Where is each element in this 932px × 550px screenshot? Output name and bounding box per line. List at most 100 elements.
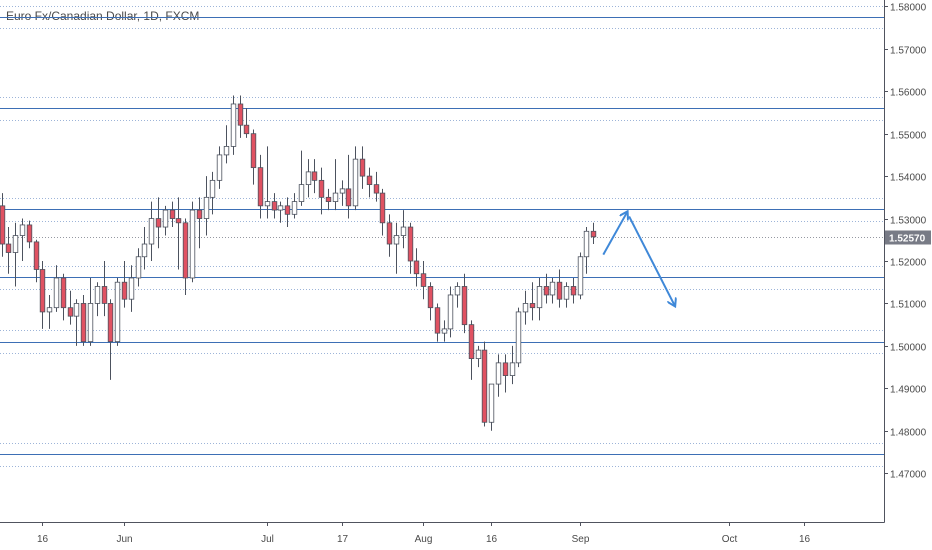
- candle: [590, 222, 597, 245]
- candle-body: [203, 196, 210, 219]
- candle-body: [5, 243, 12, 253]
- candle-body: [175, 218, 182, 224]
- candle-body: [495, 362, 502, 385]
- candle: [291, 193, 298, 219]
- candle-body: [53, 277, 60, 309]
- candle: [264, 146, 271, 219]
- candle-body: [277, 205, 284, 211]
- candle: [169, 201, 176, 228]
- candle: [475, 345, 482, 368]
- candle: [556, 269, 563, 308]
- candle: [549, 277, 556, 304]
- candle: [94, 282, 101, 317]
- candle: [393, 222, 400, 274]
- candle: [461, 273, 468, 334]
- candles: [0, 95, 597, 431]
- candle: [352, 146, 359, 211]
- candle: [60, 273, 67, 321]
- candle: [577, 252, 584, 300]
- candle-body: [155, 218, 162, 228]
- candle-body: [461, 286, 468, 326]
- candle-body: [237, 103, 244, 126]
- candle-body: [216, 154, 223, 181]
- candle-body: [257, 167, 264, 207]
- candle: [230, 95, 237, 155]
- candle: [53, 265, 60, 312]
- x-tick-label: 16: [799, 534, 811, 545]
- candle-body: [67, 307, 74, 317]
- x-tick-label: Sep: [572, 534, 590, 545]
- candle: [12, 222, 19, 287]
- candle-body: [325, 196, 332, 202]
- candle-body: [26, 224, 33, 243]
- candle-body: [33, 241, 40, 270]
- candle: [209, 171, 216, 215]
- candle-body: [563, 286, 570, 300]
- candle-body: [223, 146, 230, 156]
- candle: [0, 193, 6, 257]
- candle-body: [502, 362, 509, 376]
- candle-body: [162, 209, 169, 228]
- candle: [114, 277, 121, 346]
- candle: [434, 303, 441, 342]
- candle-body: [19, 224, 26, 236]
- x-tick-label: 16: [486, 534, 498, 545]
- candle: [271, 193, 278, 219]
- candle-body: [284, 205, 291, 215]
- candle: [373, 171, 380, 202]
- candle: [175, 197, 182, 270]
- candle: [128, 265, 135, 312]
- candle-body: [373, 184, 380, 194]
- candle-body: [107, 303, 114, 343]
- candle-body: [386, 222, 393, 245]
- candle: [454, 282, 461, 308]
- candle: [379, 188, 386, 236]
- candle-body: [311, 171, 318, 181]
- candle: [325, 188, 332, 211]
- candle: [277, 201, 284, 223]
- candle-body: [291, 201, 298, 215]
- candle: [420, 261, 427, 300]
- candle: [33, 239, 40, 283]
- candle: [400, 210, 407, 249]
- candle: [182, 218, 189, 295]
- candle-body: [12, 235, 19, 253]
- y-tick-label: 1.58000: [890, 3, 927, 14]
- candle-body: [101, 286, 108, 304]
- candle: [427, 282, 434, 321]
- candle-body: [583, 230, 590, 258]
- candle: [155, 197, 162, 249]
- candle: [468, 320, 475, 380]
- candle-body: [536, 286, 543, 309]
- candle: [87, 277, 94, 346]
- candle: [162, 205, 169, 236]
- candle-body: [543, 286, 550, 296]
- candle-body: [427, 286, 434, 309]
- candle-body: [345, 188, 352, 207]
- candle: [481, 341, 488, 427]
- candle-body: [420, 273, 427, 287]
- last-price-label: 1.52570: [889, 234, 926, 245]
- candle: [495, 354, 502, 397]
- x-tick-label: Aug: [415, 534, 433, 545]
- candle-body: [196, 209, 203, 219]
- candle: [447, 286, 454, 338]
- candle: [413, 248, 420, 287]
- candle: [509, 345, 516, 385]
- candle-body: [189, 209, 196, 279]
- candle-body: [0, 205, 6, 245]
- candle: [359, 146, 366, 189]
- candle-body: [454, 286, 461, 296]
- candle: [284, 197, 291, 228]
- y-tick-label: 1.56000: [890, 88, 927, 99]
- candle: [189, 201, 196, 283]
- candle-body: [332, 192, 339, 202]
- candle: [148, 201, 155, 261]
- candle-body: [250, 133, 257, 169]
- candle-body: [141, 243, 148, 258]
- candle: [243, 108, 250, 138]
- candle-body: [80, 303, 87, 343]
